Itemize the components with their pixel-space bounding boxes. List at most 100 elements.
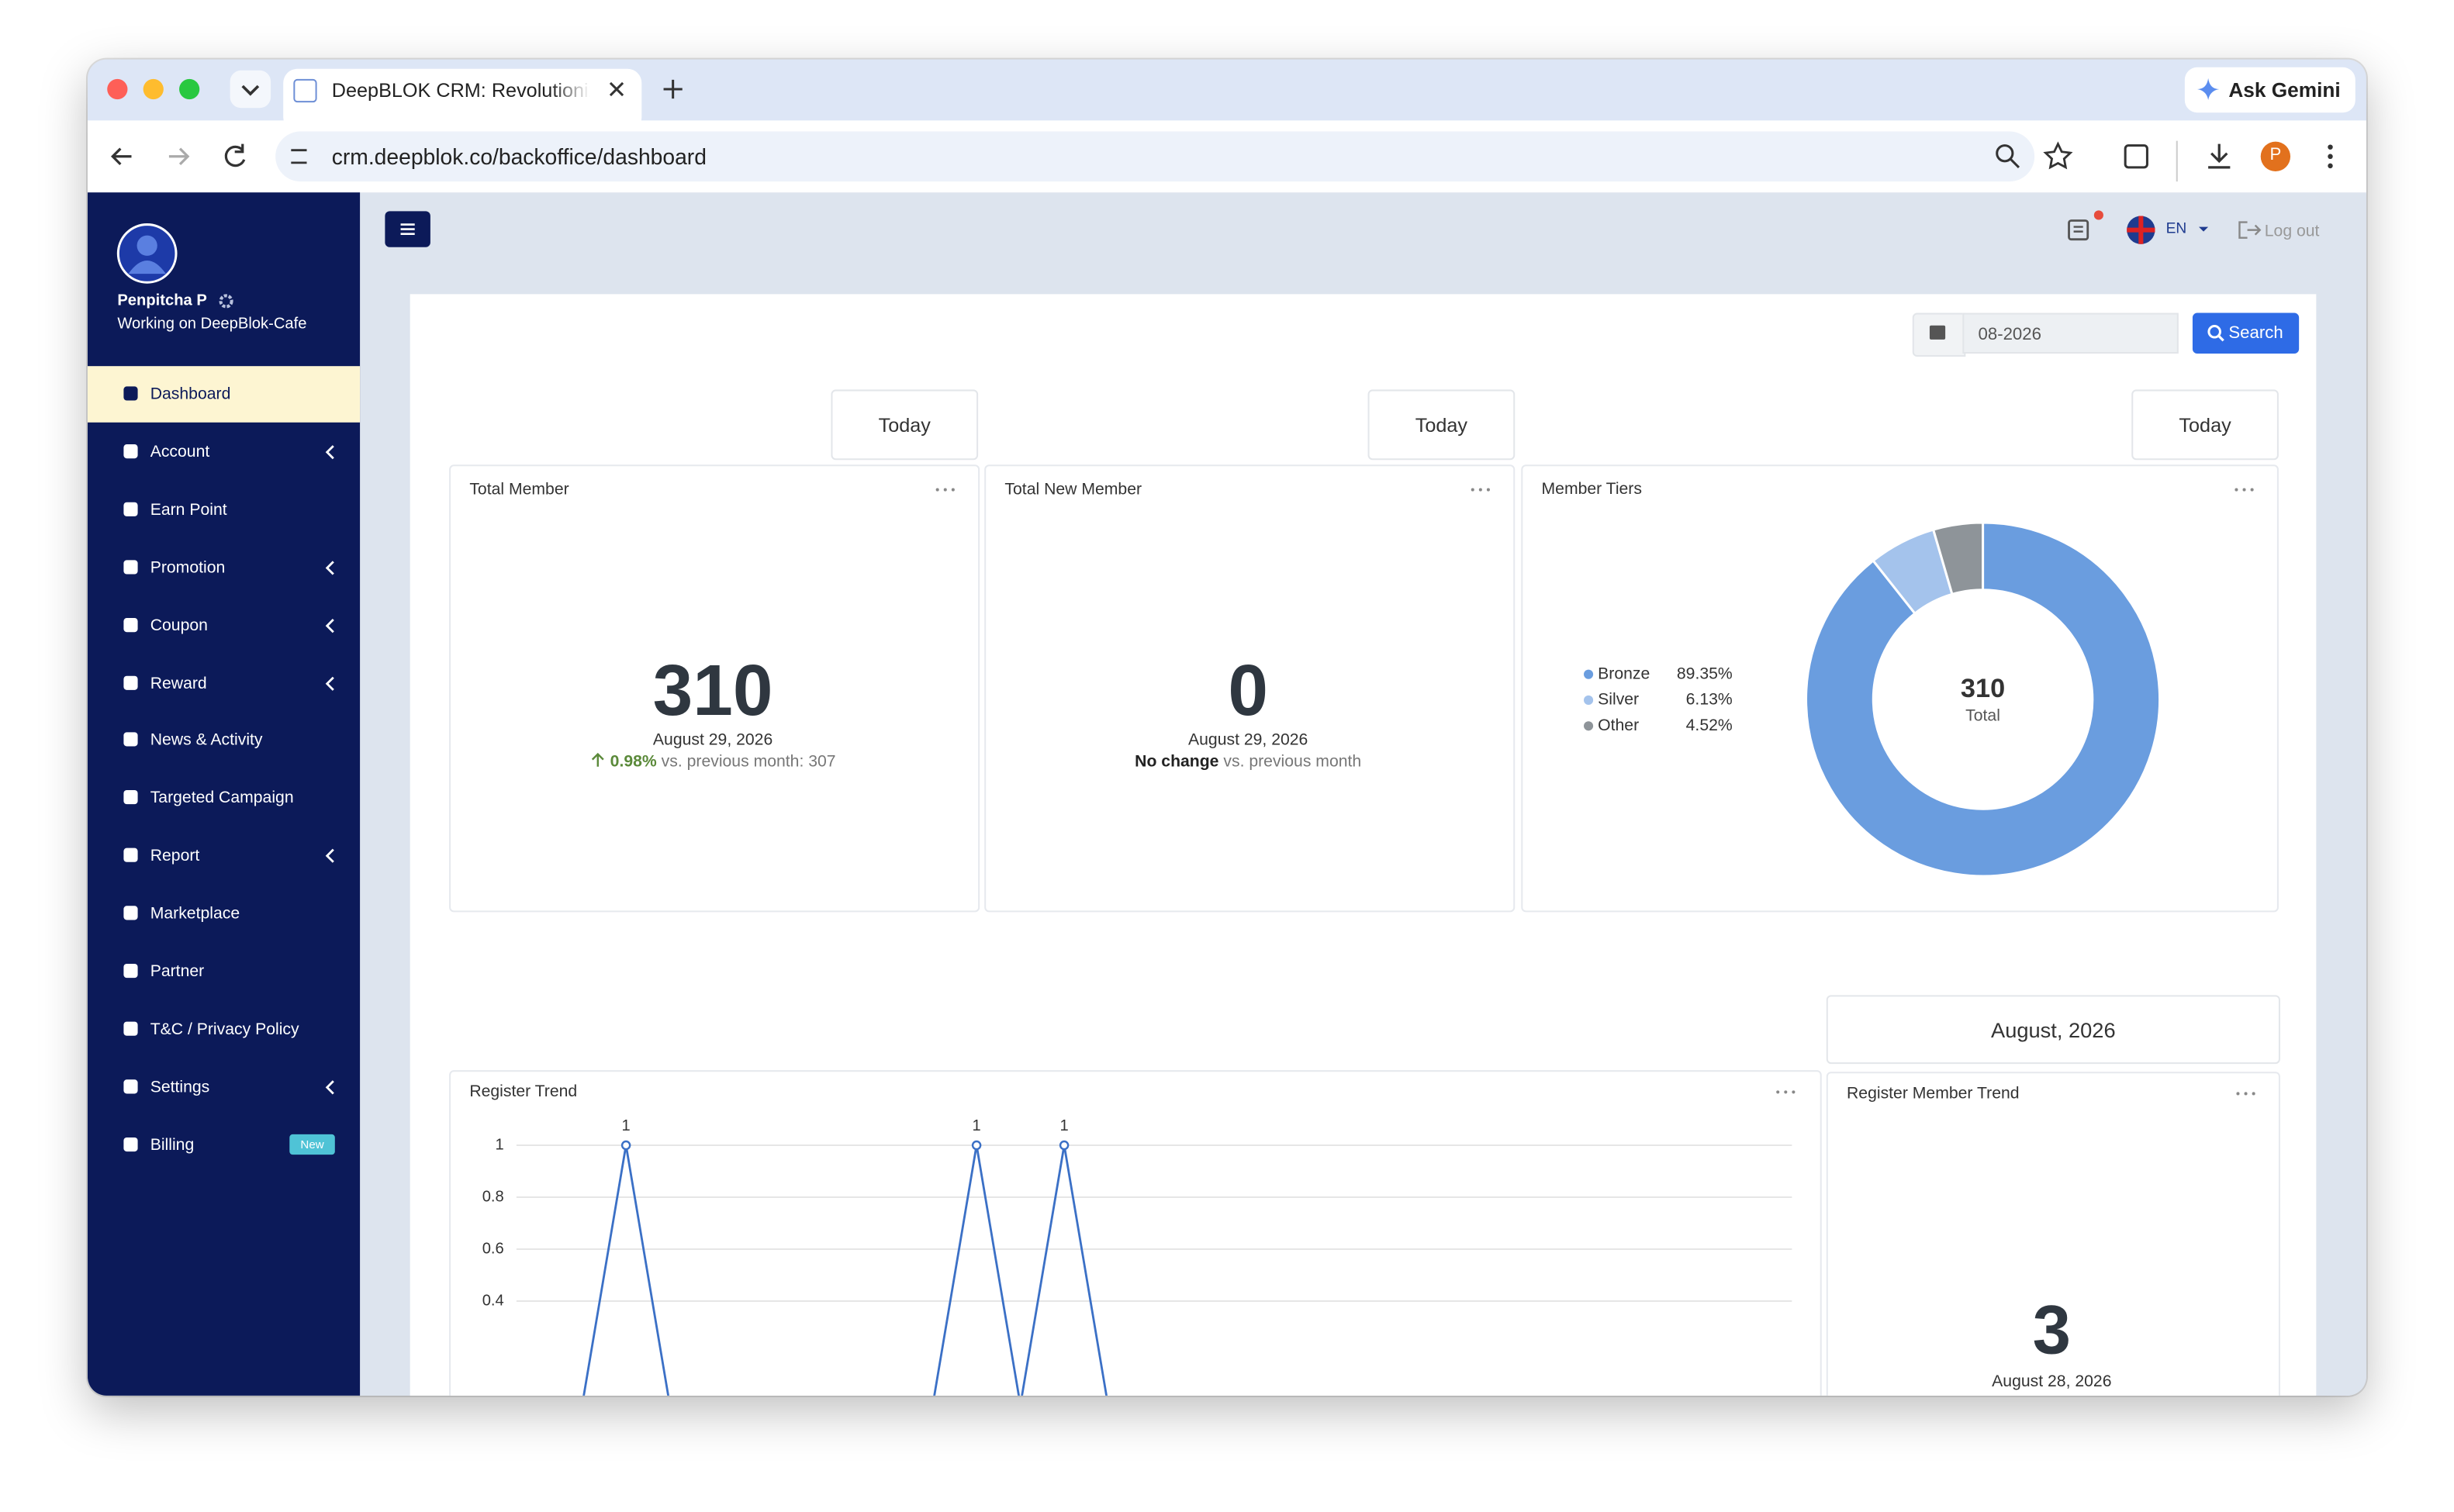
period-button[interactable]: Today	[2131, 389, 2279, 461]
menu-item[interactable]: Report	[88, 828, 360, 885]
period-button[interactable]: Today	[831, 389, 979, 461]
menu-icon	[123, 848, 138, 863]
card-menu-dot	[1792, 1090, 1796, 1094]
downloads[interactable]	[2208, 143, 2231, 169]
menu-item[interactable]: Coupon	[88, 597, 360, 654]
profile-avatar[interactable]	[2260, 141, 2291, 171]
language[interactable]: EN	[2165, 220, 2187, 238]
favicon	[293, 78, 317, 103]
notification-dot	[2093, 210, 2103, 220]
new-tab[interactable]	[663, 79, 683, 99]
menu-label: Settings	[150, 1077, 210, 1097]
card-menu-dot	[935, 488, 939, 492]
legend-swatch	[1584, 721, 1594, 731]
user-avatar	[116, 223, 178, 284]
settings-gear[interactable]	[217, 292, 234, 309]
tab-close[interactable]	[609, 81, 624, 97]
card-menu-dot	[1471, 488, 1474, 492]
menu-label: News & Activity	[150, 731, 263, 751]
submenu-chevron	[325, 444, 334, 459]
window-inner: DeepBLOK CRM: Revolutioniz Ask Gemini cr…	[87, 60, 2366, 1396]
zoom-icon[interactable]	[1996, 144, 2014, 163]
gemini-button[interactable]	[2184, 67, 2355, 113]
icon-shape	[123, 675, 138, 689]
menu-item[interactable]: Marketplace	[88, 885, 360, 942]
menu-item[interactable]: News & Activity	[88, 713, 360, 769]
menu-dot	[2328, 163, 2333, 169]
close-button[interactable]	[107, 78, 128, 100]
search-button[interactable]	[2192, 312, 2300, 354]
data-label: 1	[622, 1117, 631, 1134]
menu-item[interactable]: Promotion	[88, 540, 360, 596]
extensions[interactable]	[2124, 144, 2148, 169]
icon-shape	[123, 1021, 138, 1036]
active-tab[interactable]	[283, 68, 642, 132]
profile-initial: P	[2269, 145, 2282, 164]
stat-date: August 29, 2026	[652, 730, 773, 750]
user-name: Penpitcha P	[117, 292, 207, 310]
menu-item[interactable]: Targeted Campaign	[88, 770, 360, 827]
menu-item[interactable]: Settings	[88, 1059, 360, 1116]
zoom-handle	[2010, 158, 2020, 168]
menu-item[interactable]: Reward	[88, 654, 360, 711]
maximize-button[interactable]	[179, 78, 200, 100]
menu-label: Reward	[150, 673, 207, 692]
card-menu-dot	[2235, 488, 2238, 492]
bookmark[interactable]	[2043, 141, 2073, 170]
icon-shape	[123, 1137, 138, 1151]
minimize-button[interactable]	[143, 78, 164, 100]
menu-item[interactable]: Earn Point	[88, 482, 360, 538]
card-menu-dot	[1486, 488, 1490, 492]
menu-icon	[123, 1021, 138, 1036]
submenu-chevron	[325, 560, 334, 575]
menu-icon	[123, 906, 138, 920]
legend-value: 89.35%	[1677, 665, 1733, 682]
menu-label: Report	[150, 847, 200, 866]
card	[449, 464, 980, 913]
submenu-chevron	[325, 618, 334, 633]
gemini-label[interactable]: Ask Gemini	[2228, 78, 2341, 102]
menu-dot	[2328, 154, 2333, 160]
stat-change: No change vs. previous month	[984, 753, 1512, 772]
tab-search[interactable]	[230, 70, 271, 109]
menu-icon	[123, 502, 138, 516]
stat-date: August 28, 2026	[1992, 1372, 2112, 1391]
comparison: vs. previous month	[1223, 752, 1362, 772]
address-bar[interactable]	[275, 131, 2035, 182]
submenu-chevron	[325, 675, 334, 690]
legend-swatch	[1584, 669, 1594, 679]
y-tick-label: 0.8	[482, 1188, 504, 1205]
back-button[interactable]	[110, 147, 132, 166]
menu-icon	[123, 1079, 138, 1094]
data-point	[971, 1140, 982, 1151]
search-icon	[2207, 324, 2224, 342]
reload-button[interactable]	[224, 143, 246, 167]
period-button[interactable]: August, 2026	[1826, 995, 2280, 1065]
card-menu-dot	[1776, 1090, 1780, 1094]
menu-label: Coupon	[150, 616, 208, 635]
forward-button[interactable]	[168, 147, 190, 166]
period-button[interactable]: Today	[1367, 389, 1516, 461]
card-menu-dot	[2252, 1092, 2255, 1096]
month-input[interactable]: 08-2026	[1962, 312, 2179, 354]
card-menu-dot	[2244, 1092, 2248, 1096]
site-info[interactable]	[291, 149, 307, 164]
logout[interactable]: Log out	[2264, 222, 2320, 241]
gemini-icon	[2197, 78, 2220, 101]
menu-item[interactable]: Billing New	[88, 1117, 360, 1173]
y-tick-label: 0.4	[482, 1292, 504, 1309]
menu-item[interactable]: Account	[88, 424, 360, 481]
menu-label: Account	[150, 442, 210, 462]
card-title: Register Trend	[469, 1082, 577, 1100]
menu-item[interactable]: T&C / Privacy Policy	[88, 1001, 360, 1058]
menu-item[interactable]: Partner	[88, 944, 360, 1000]
url[interactable]: crm.deepblok.co/backoffice/dashboard	[331, 143, 707, 169]
menu-dot[interactable]	[2328, 144, 2333, 150]
icon-shape	[123, 386, 138, 401]
up-arrow	[591, 752, 604, 767]
news-icon[interactable]	[2068, 219, 2089, 241]
icon-shape	[123, 502, 138, 516]
card	[449, 1070, 1822, 1396]
icon-shape	[123, 733, 138, 747]
menu-item[interactable]: Dashboard	[87, 366, 361, 423]
